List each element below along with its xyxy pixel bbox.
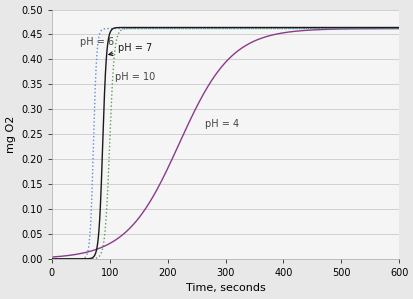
Text: pH = 4: pH = 4 (205, 119, 239, 129)
Text: pH = 7: pH = 7 (109, 43, 152, 56)
Y-axis label: mg O2: mg O2 (5, 115, 16, 153)
X-axis label: Time, seconds: Time, seconds (185, 283, 265, 293)
Text: pH = 10: pH = 10 (115, 72, 155, 82)
Text: pH = 6: pH = 6 (79, 37, 114, 47)
